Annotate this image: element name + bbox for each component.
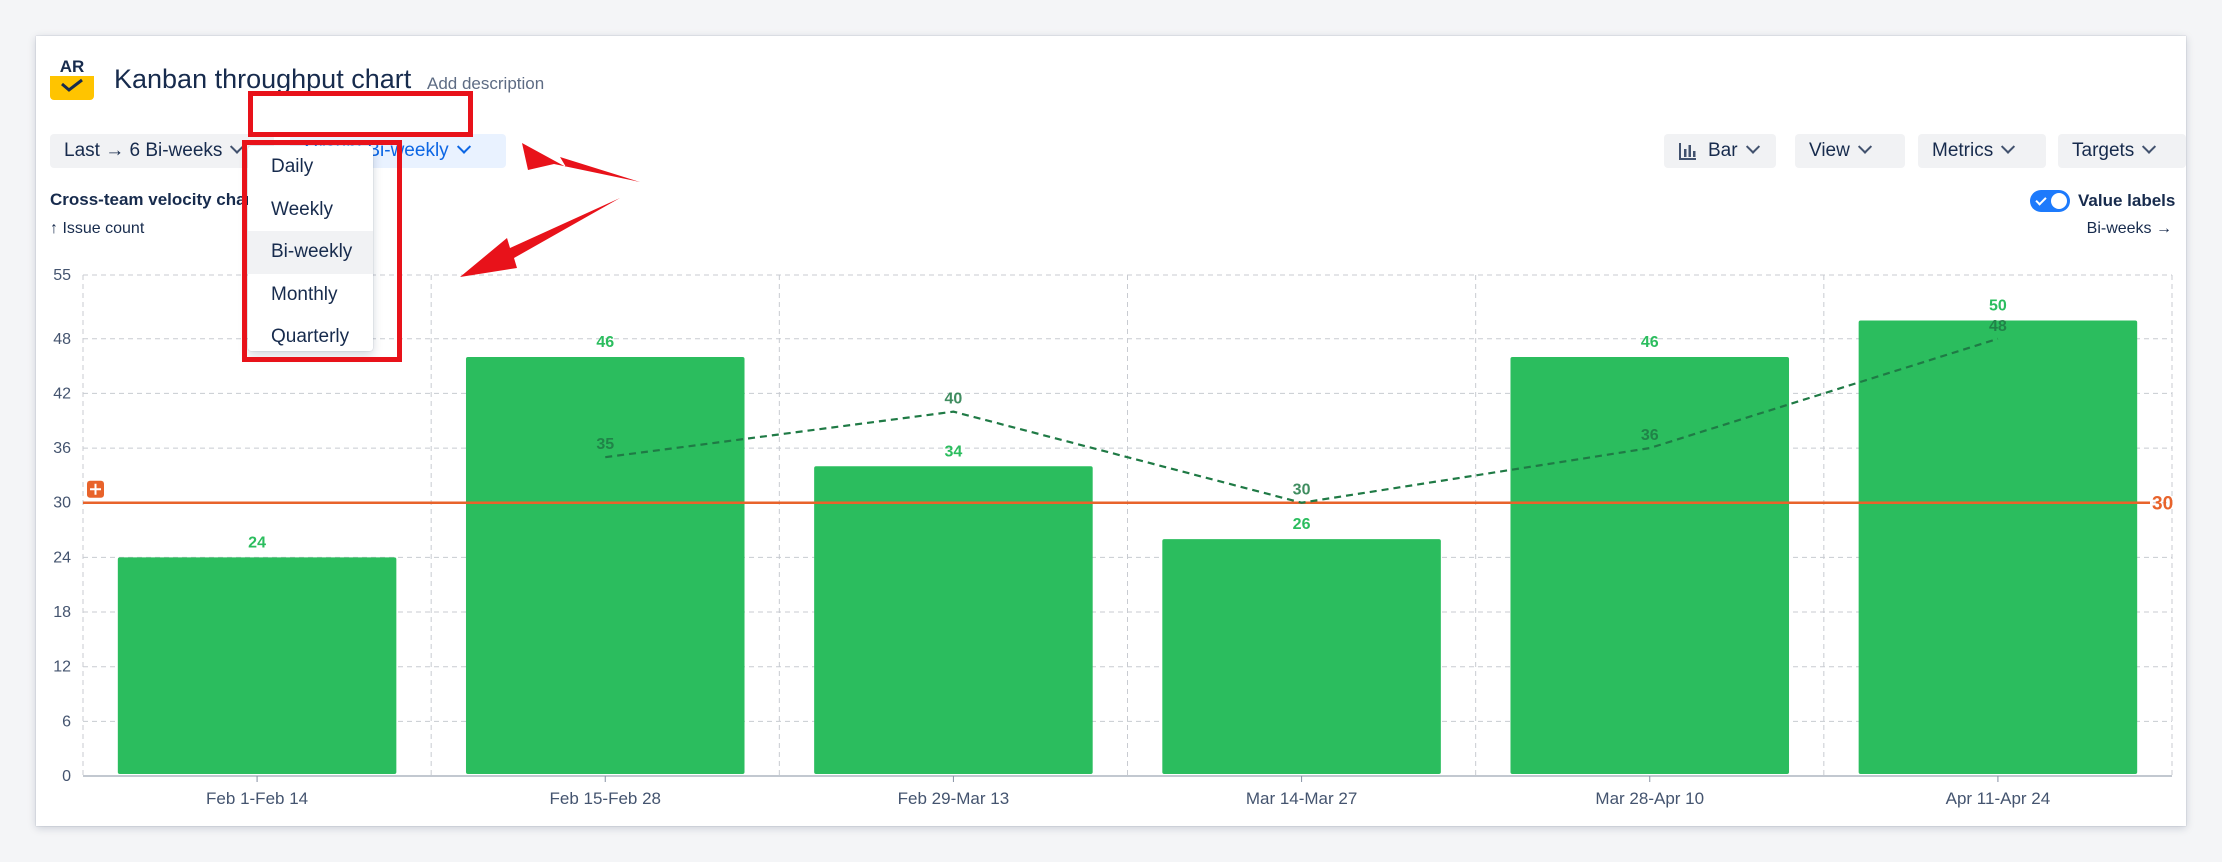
annotation-highlight-group-button xyxy=(248,91,473,137)
chart-type-button[interactable]: Bar xyxy=(1664,134,1776,168)
bar xyxy=(1510,356,1790,774)
value-labels-label: Value labels xyxy=(2078,191,2176,210)
x-tick-label: Mar 28-Apr 10 xyxy=(1595,789,1704,808)
bar xyxy=(1858,320,2138,774)
logo-text: AR xyxy=(60,57,85,76)
bar xyxy=(814,466,1093,774)
trend-line xyxy=(605,337,1999,504)
x-axis-label: Bi-weeks → xyxy=(2086,220,2172,237)
y-tick-label: 42 xyxy=(53,385,71,402)
chart-type-label: Bar xyxy=(1708,140,1738,161)
bar-value-label: 24 xyxy=(248,534,266,551)
targets-label: Targets xyxy=(2072,140,2135,161)
targets-button[interactable]: Targets xyxy=(2058,134,2186,168)
x-tick-label: Feb 1-Feb 14 xyxy=(206,789,308,808)
bar-value-label: 46 xyxy=(596,334,614,351)
annotation-highlight-menu xyxy=(242,140,402,362)
y-tick-label: 6 xyxy=(62,713,71,730)
x-tick-label: Feb 29-Mar 13 xyxy=(898,789,1010,808)
y-tick-label: 36 xyxy=(53,440,71,457)
group-by-dropdown-menu: Daily Weekly Bi-weekly Monthly Quarterly xyxy=(248,146,373,351)
trend-point-label: 35 xyxy=(596,436,614,453)
add-description-link[interactable]: Add description xyxy=(427,74,545,93)
bar-value-label: 50 xyxy=(1989,298,2007,315)
trend-point-label: 48 xyxy=(1989,318,2007,335)
date-range-button[interactable]: Last → 6 Bi-weeks xyxy=(50,134,274,168)
date-range-label: Last → 6 Bi-weeks xyxy=(64,140,223,161)
metrics-button[interactable]: Metrics xyxy=(1918,134,2046,168)
plus-icon xyxy=(90,483,101,495)
trend-point-label: 40 xyxy=(945,391,963,408)
bar xyxy=(465,356,745,774)
y-tick-label: 18 xyxy=(53,604,71,621)
view-button[interactable]: View xyxy=(1795,134,1905,168)
toggle-knob xyxy=(2051,193,2067,209)
menu-item-monthly[interactable]: Monthly xyxy=(271,283,338,305)
x-tick-label: Mar 14-Mar 27 xyxy=(1246,789,1357,808)
metrics-label: Metrics xyxy=(1932,140,1994,161)
bar xyxy=(117,557,397,774)
trend-point-label: 30 xyxy=(1293,482,1311,499)
y-axis-label: ↑ Issue count xyxy=(50,220,145,237)
menu-item-quarterly[interactable]: Quarterly xyxy=(271,326,350,348)
bar-chart-icon xyxy=(1679,143,1696,160)
menu-item-daily[interactable]: Daily xyxy=(271,156,314,178)
y-tick-label: 12 xyxy=(53,659,71,676)
chart-title: Cross-team velocity chart xyxy=(50,190,258,209)
view-label: View xyxy=(1809,140,1850,161)
y-tick-label: 24 xyxy=(53,549,71,566)
value-labels-toggle[interactable] xyxy=(2030,190,2070,212)
y-tick-label: 0 xyxy=(62,768,71,785)
trend-point-label: 36 xyxy=(1641,427,1659,444)
y-tick-label: 30 xyxy=(53,495,71,512)
x-tick-label: Apr 11-Apr 24 xyxy=(1946,789,2051,808)
menu-item-bi-weekly[interactable]: Bi-weekly xyxy=(248,231,373,274)
bar xyxy=(1162,539,1441,774)
y-tick-label: 55 xyxy=(53,267,71,284)
x-tick-label: Feb 15-Feb 28 xyxy=(549,789,661,808)
bar-value-label: 34 xyxy=(945,443,963,460)
page-title: Kanban throughput chart xyxy=(114,64,412,94)
menu-item-weekly[interactable]: Weekly xyxy=(271,198,333,220)
y-tick-label: 48 xyxy=(53,331,71,348)
target-line-label: 30 xyxy=(2152,494,2173,515)
bar-value-label: 46 xyxy=(1641,334,1659,351)
bar-value-label: 26 xyxy=(1293,516,1311,533)
app-logo: AR xyxy=(50,56,94,100)
